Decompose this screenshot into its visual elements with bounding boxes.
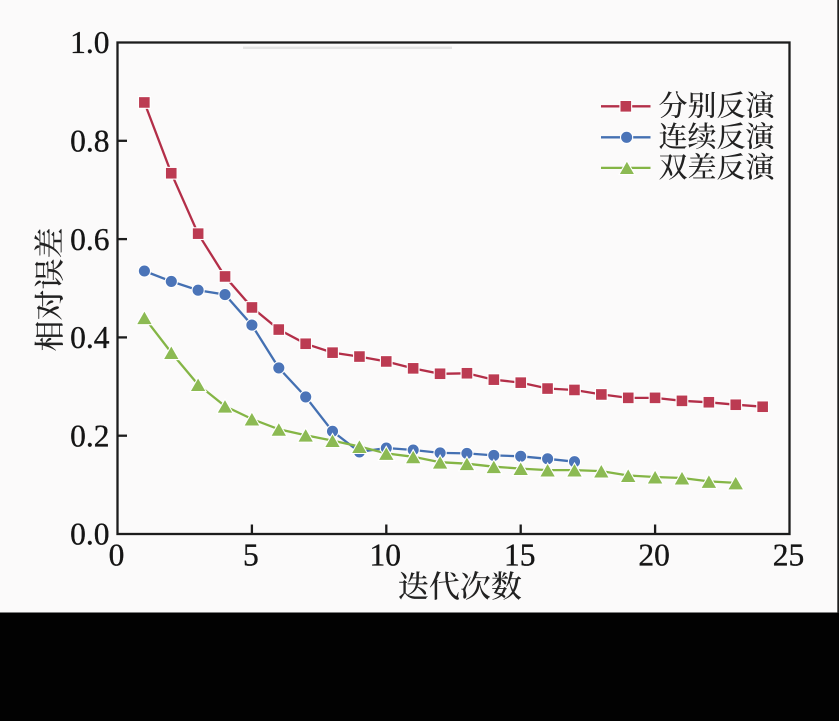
svg-text:1.0: 1.0	[70, 25, 109, 60]
svg-text:0.6: 0.6	[70, 222, 109, 257]
svg-text:0.2: 0.2	[70, 418, 109, 453]
svg-text:0.0: 0.0	[70, 517, 109, 552]
svg-text:25: 25	[773, 538, 805, 573]
svg-text:0.4: 0.4	[70, 320, 110, 355]
svg-text:0.8: 0.8	[70, 124, 109, 159]
svg-text:5: 5	[243, 538, 259, 573]
svg-text:20: 20	[638, 538, 670, 573]
svg-text:0: 0	[109, 538, 125, 573]
svg-text:15: 15	[504, 538, 536, 573]
svg-text:10: 10	[370, 538, 402, 573]
